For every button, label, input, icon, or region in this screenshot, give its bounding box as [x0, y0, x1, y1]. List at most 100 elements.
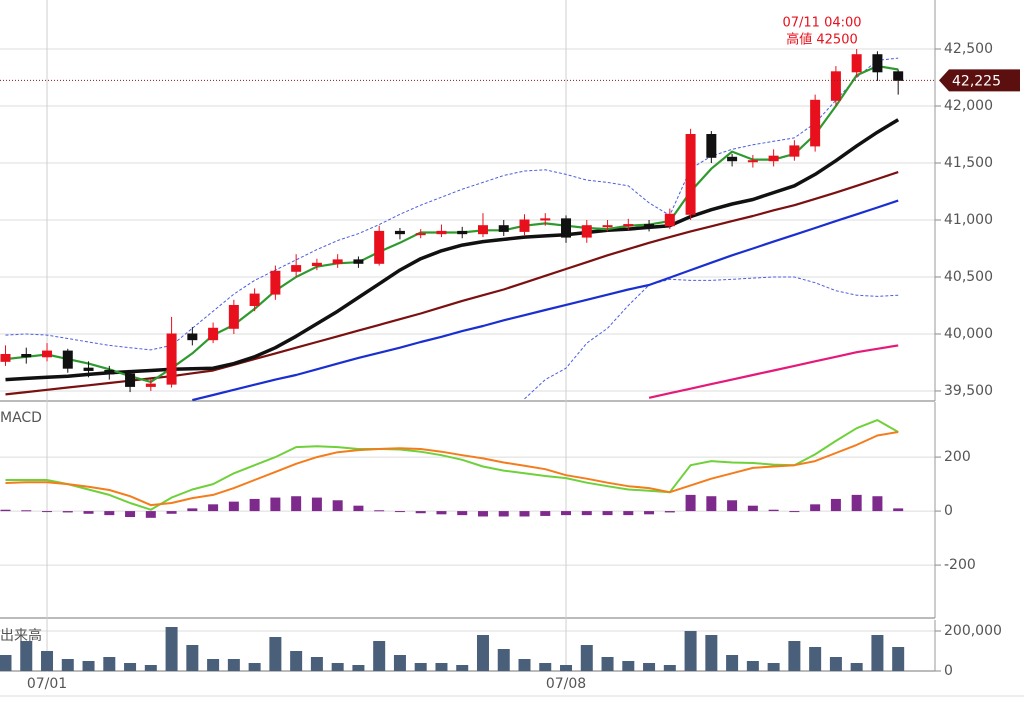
text-layer: 39,500 40,000 40,500 41,000 41,500 42,000 42,5…: [0, 16, 1002, 693]
volume-bar: [518, 659, 531, 671]
y-tick-label: 41,000: [944, 212, 993, 228]
candle-body: [664, 213, 675, 227]
candle-body: [62, 350, 73, 369]
volume-bar: [414, 663, 427, 671]
volume-bar: [124, 663, 137, 671]
macd-histogram-bar: [228, 501, 239, 512]
macd-histogram-bar: [83, 511, 94, 514]
macd-histogram-bar: [291, 496, 302, 512]
macd-line: [5, 431, 899, 507]
candle-body: [477, 225, 488, 235]
macd-histogram-bar: [623, 511, 634, 516]
volume-bar: [726, 655, 739, 671]
candle-body: [166, 333, 177, 385]
candle-body: [291, 265, 302, 272]
candle-body: [332, 259, 343, 264]
macd-histogram-bar: [872, 496, 883, 512]
macd-histogram-bar: [374, 510, 385, 512]
candle-body: [187, 333, 198, 341]
volume-bar: [871, 635, 884, 671]
candle-body: [249, 293, 260, 306]
volume-bar: [290, 651, 303, 671]
volume-bar: [809, 647, 822, 671]
candle-body: [311, 262, 322, 267]
candle-body: [893, 71, 904, 81]
candle-body: [394, 230, 405, 235]
candle-body: [727, 156, 738, 162]
macd-histogram-bar: [477, 511, 488, 517]
macd-histogram-bar: [664, 511, 675, 513]
candle-body: [602, 225, 613, 228]
volume-bar: [746, 661, 759, 671]
macd-histogram-bar: [789, 511, 800, 513]
macd-histogram-bar: [187, 508, 198, 512]
moving-average-line: [5, 65, 899, 383]
volume-bar: [352, 665, 365, 671]
volume-bar: [331, 663, 344, 671]
candle-body: [810, 99, 821, 147]
volume-bar: [227, 659, 240, 671]
y-tick-label: 0: [944, 503, 953, 519]
macd-histogram-bar: [498, 511, 509, 517]
last-price-tag: [939, 69, 1020, 92]
volume-bar: [207, 659, 220, 671]
macd-histogram-bar: [353, 505, 364, 512]
volume-bar: [0, 655, 12, 671]
candle-body: [706, 134, 717, 158]
volume-bar: [476, 635, 489, 671]
candle-body: [208, 327, 219, 341]
macd-histogram-bar: [62, 511, 73, 513]
candle-body: [685, 134, 696, 215]
macd-histogram-bar: [332, 500, 343, 512]
macd-line: [5, 419, 899, 511]
candle-body: [228, 304, 239, 329]
y-tick-label: 40,500: [944, 269, 993, 285]
candle-body: [270, 270, 281, 295]
volume-bar: [20, 641, 33, 671]
y-tick-label: 0: [944, 663, 953, 679]
macd-histogram-bar: [249, 498, 260, 512]
macd-histogram-bar: [747, 505, 758, 512]
y-tick-label: 41,500: [944, 155, 993, 171]
macd-histogram-bar: [42, 511, 53, 513]
volume-bar: [497, 649, 510, 671]
panel-title: 出来高: [0, 627, 42, 644]
macd-histogram-bar: [830, 498, 841, 512]
macd-histogram-bar: [145, 511, 156, 518]
macd-histogram-bar: [457, 511, 468, 516]
volume-bar: [892, 647, 905, 671]
x-tick-label: 07/01: [27, 676, 67, 692]
candle-body: [353, 259, 364, 264]
high-annotation: 高値 42500: [786, 32, 858, 48]
candle-body: [436, 230, 447, 235]
volume-bar: [248, 663, 261, 671]
candle-body: [830, 71, 841, 101]
macd-histogram-bar: [208, 504, 219, 512]
volume-bar: [829, 657, 842, 671]
macd-histogram-bar: [21, 510, 32, 512]
volume-bar: [601, 657, 614, 671]
volume-bar: [186, 645, 199, 671]
y-tick-label: 200: [944, 449, 971, 465]
volume-bar: [373, 641, 386, 671]
candle-body: [623, 224, 634, 227]
y-tick-label: 200,000: [944, 623, 1002, 639]
candle-body: [104, 369, 115, 375]
macd-histogram-bar: [415, 511, 426, 514]
macd-histogram-bar: [540, 511, 551, 516]
candle-body: [374, 230, 385, 264]
volume-bar: [622, 661, 635, 671]
macd-histogram-bar: [851, 494, 862, 512]
candle-body: [0, 353, 11, 362]
candle-body: [498, 225, 509, 232]
volume-bar: [539, 663, 552, 671]
macd-histogram-bar: [270, 497, 281, 512]
volume-bar: [705, 635, 718, 671]
volume-bar: [663, 665, 676, 671]
candle-body: [519, 219, 530, 232]
macd-histogram-bar: [768, 509, 779, 512]
macd-histogram-bar: [893, 508, 904, 512]
y-tick-label: 42,000: [944, 98, 993, 114]
